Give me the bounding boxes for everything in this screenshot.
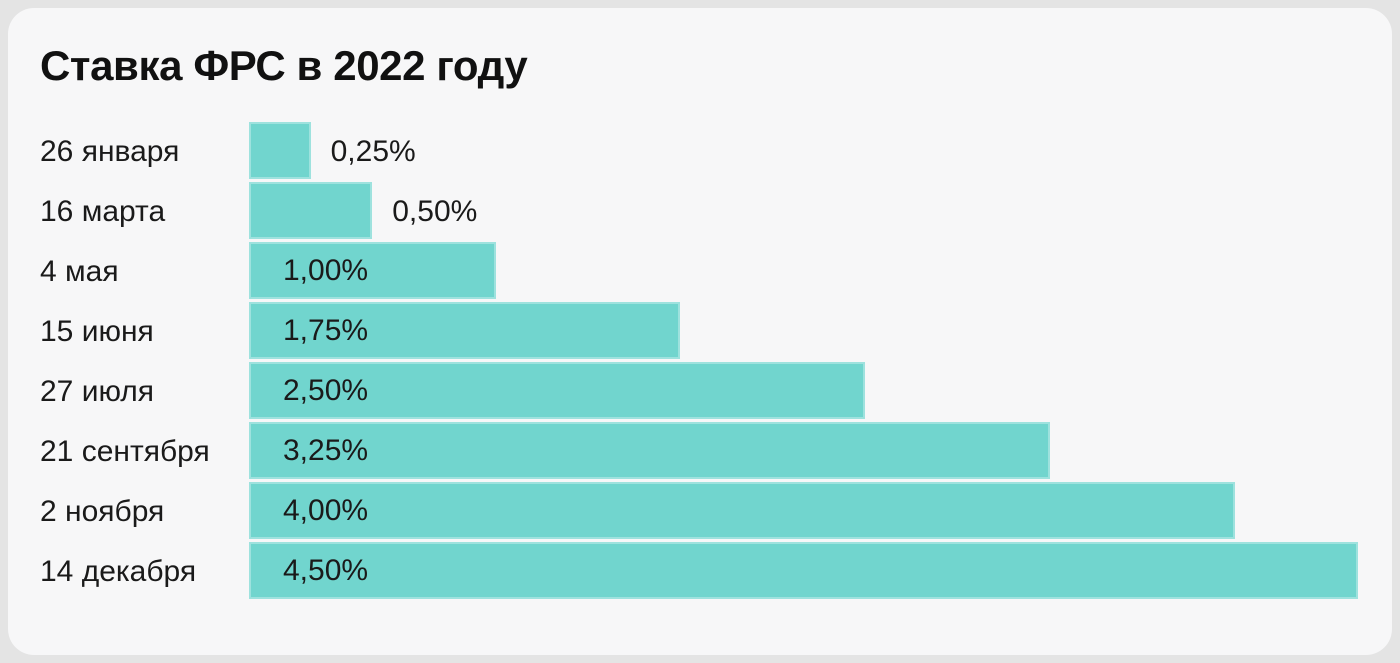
chart-row: 16 марта 0,50% [8, 182, 1392, 242]
category-label: 2 ноября [40, 495, 165, 528]
bar-chart: 26 января 0,25% 16 марта 0,50% 4 мая 1,00% 15 … [8, 122, 1392, 602]
value-label: 1,00% [283, 253, 369, 287]
category-label: 4 мая [40, 255, 119, 288]
chart-row: 27 июля 2,50% [8, 362, 1392, 422]
value-label: 4,00% [283, 493, 369, 527]
bar [249, 122, 311, 179]
chart-row: 21 сентября 3,25% [8, 422, 1392, 482]
value-label: 0,25% [330, 135, 416, 168]
bar: 1,75% [249, 302, 681, 359]
bar: 4,00% [249, 482, 1235, 539]
chart-row: 4 мая 1,00% [8, 242, 1392, 302]
chart-row: 2 ноября 4,00% [8, 482, 1392, 542]
category-label: 21 сентября [40, 435, 210, 468]
value-label: 0,50% [392, 195, 478, 228]
category-label: 14 декабря [40, 555, 197, 588]
chart-row: 15 июня 1,75% [8, 302, 1392, 362]
chart-card: Ставка ФРС в 2022 году 26 января 0,25% 16 … [8, 8, 1392, 655]
value-label: 4,50% [283, 553, 369, 587]
category-label: 16 марта [40, 195, 166, 228]
category-label: 27 июля [40, 375, 155, 408]
bar: 3,25% [249, 422, 1051, 479]
chart-row: 14 декабря 4,50% [8, 542, 1392, 602]
category-label: 26 января [40, 135, 180, 168]
bar: 2,50% [249, 362, 866, 419]
value-label: 2,50% [283, 373, 369, 407]
value-label: 1,75% [283, 313, 369, 347]
value-label: 3,25% [283, 433, 369, 467]
bar: 4,50% [249, 542, 1359, 599]
bar: 1,00% [249, 242, 496, 299]
chart-title: Ставка ФРС в 2022 году [40, 42, 528, 89]
bar [249, 182, 373, 239]
chart-row: 26 января 0,25% [8, 122, 1392, 182]
category-label: 15 июня [40, 315, 154, 348]
